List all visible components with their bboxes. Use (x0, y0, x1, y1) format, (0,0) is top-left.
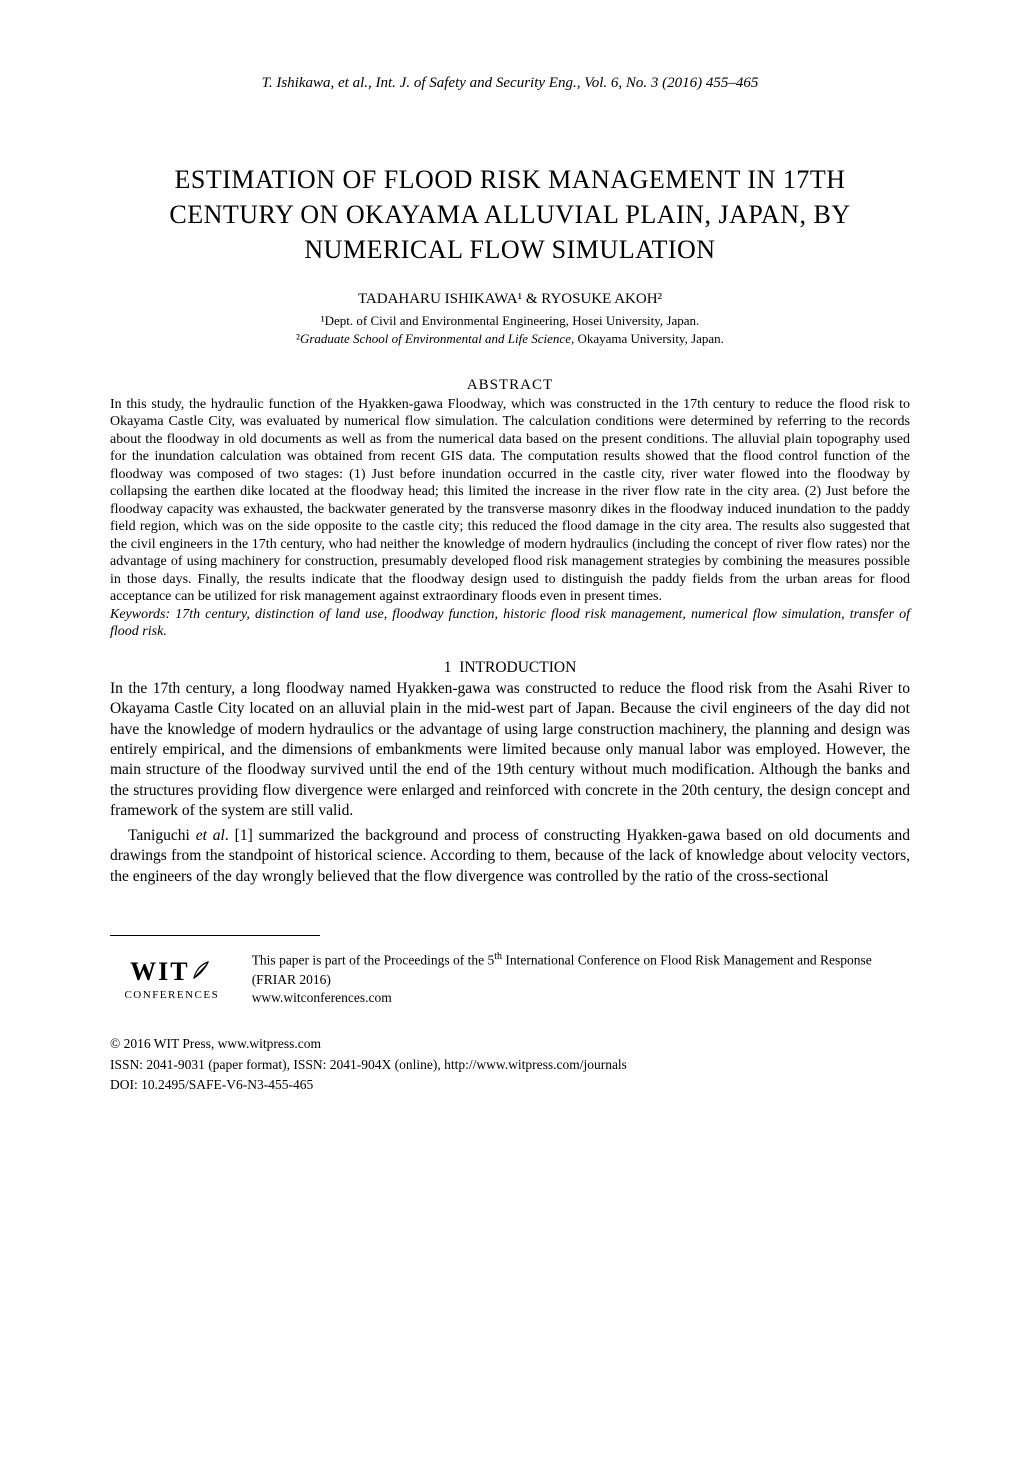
conference-url: www.witconferences.com (252, 990, 392, 1005)
footer-divider (110, 935, 320, 936)
affiliation-2-rest: Okayama University, Japan. (574, 331, 724, 346)
conference-footer: WIT CONFERENCES This paper is part of th… (110, 950, 910, 1008)
para2-post: . [1] summarized the background and proc… (110, 827, 910, 885)
wit-logo-text: WIT (110, 958, 234, 987)
para2-pre: Taniguchi (128, 827, 196, 844)
wit-logo: WIT CONFERENCES (110, 958, 234, 1001)
copyright-line-1: © 2016 WIT Press, www.witpress.com (110, 1034, 910, 1054)
authors-line: TADAHARU ISHIKAWA¹ & RYOSUKE AKOH² (110, 291, 910, 308)
issn-line: ISSN: 2041-9031 (paper format), ISSN: 20… (110, 1055, 910, 1075)
proceedings-sup: th (494, 951, 502, 962)
paper-title: ESTIMATION OF FLOOD RISK MANAGEMENT IN 1… (110, 162, 910, 267)
affiliation-2-italic: Graduate School of Environmental and Lif… (300, 331, 574, 346)
leaf-icon (190, 958, 214, 987)
abstract-body: In this study, the hydraulic function of… (110, 396, 910, 606)
keywords-line: Keywords: 17th century, distinction of l… (110, 606, 910, 641)
intro-paragraph-1: In the 17th century, a long floodway nam… (110, 679, 910, 822)
copyright-block: © 2016 WIT Press, www.witpress.com ISSN:… (110, 1034, 910, 1095)
section-heading: 1 INTRODUCTION (110, 659, 910, 677)
conference-proceedings-text: This paper is part of the Proceedings of… (252, 950, 910, 1008)
running-header: T. Ishikawa, et al., Int. J. of Safety a… (110, 75, 910, 92)
affiliation-1: ¹Dept. of Civil and Environmental Engine… (321, 313, 700, 328)
section-number: 1 (444, 659, 452, 676)
section-title: INTRODUCTION (459, 659, 576, 676)
abstract-heading: ABSTRACT (110, 377, 910, 394)
proceedings-line-pre: This paper is part of the Proceedings of… (252, 953, 495, 968)
wit-conferences-label: CONFERENCES (110, 989, 234, 1001)
doi-line: DOI: 10.2495/SAFE-V6-N3-455-465 (110, 1075, 910, 1095)
affiliations: ¹Dept. of Civil and Environmental Engine… (110, 312, 910, 348)
intro-paragraph-2: Taniguchi et al. [1] summarized the back… (110, 826, 910, 887)
para2-citation: et al (196, 827, 225, 844)
